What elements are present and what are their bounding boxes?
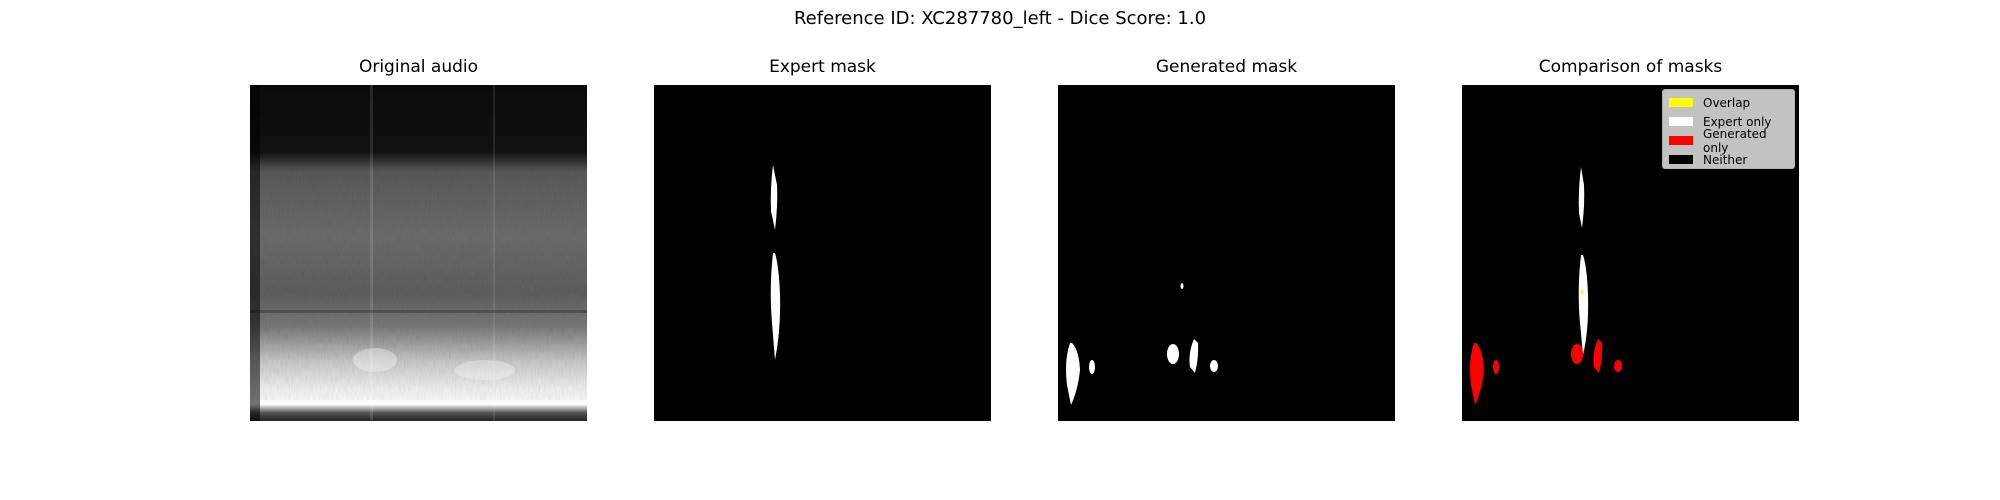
legend-swatch xyxy=(1669,136,1693,145)
legend-item-expert-only: Expert only xyxy=(1669,112,1788,131)
panel-generated-mask: Generated mask xyxy=(1058,57,1395,421)
legend-item-generated-only: Generated only xyxy=(1669,127,1788,155)
legend-item-overlap: Overlap xyxy=(1669,93,1788,112)
panel-expert-mask: Expert mask xyxy=(654,57,991,421)
generated-region-small-left xyxy=(1089,360,1095,374)
overlap-region xyxy=(1581,290,1583,294)
panel-comparison: Comparison of masks Overlap Expert only xyxy=(1462,57,1799,421)
legend-label: Neither xyxy=(1703,152,1748,167)
legend-label: Overlap xyxy=(1703,95,1751,110)
generated-only-region-tall xyxy=(1593,339,1603,373)
legend: Overlap Expert only Generated only Neith… xyxy=(1662,89,1795,169)
generated-region-left xyxy=(1066,343,1080,405)
generated-mask-image xyxy=(1058,85,1395,421)
figure-title: Reference ID: XC287780_left - Dice Score… xyxy=(793,8,1207,29)
panel-title-comparison: Comparison of masks xyxy=(1538,57,1723,77)
panel-title-original-audio: Original audio xyxy=(358,57,479,77)
generated-only-region-left xyxy=(1470,343,1484,405)
generated-region-middle xyxy=(1167,344,1179,364)
spectrogram-image xyxy=(250,85,587,421)
expert-region-upper xyxy=(770,165,778,230)
spectrogram-graphic xyxy=(250,85,587,421)
panel-title-expert-mask: Expert mask xyxy=(769,57,876,77)
legend-label: Expert only xyxy=(1703,114,1772,129)
expert-region-lower xyxy=(770,253,781,360)
legend-swatch xyxy=(1669,155,1693,164)
expert-only-region-lower xyxy=(1578,255,1589,355)
legend-swatch xyxy=(1669,117,1693,126)
legend-item-neither: Neither xyxy=(1669,150,1788,169)
expert-mask-graphic xyxy=(770,165,781,360)
generated-only-region-middle xyxy=(1571,344,1583,364)
generated-only-region-small xyxy=(1493,360,1499,374)
generated-only-region-right xyxy=(1614,360,1622,372)
generated-region-right xyxy=(1210,360,1218,372)
generated-region-speck xyxy=(1180,283,1184,289)
comparison-graphic xyxy=(1470,167,1622,405)
legend-swatch xyxy=(1669,98,1693,107)
panel-original-audio: Original audio xyxy=(250,57,587,421)
legend-label: Generated only xyxy=(1703,126,1767,155)
generated-region-tall xyxy=(1189,339,1199,373)
expert-mask-image xyxy=(654,85,991,421)
generated-mask-graphic xyxy=(1066,283,1218,405)
comparison-image: Overlap Expert only Generated only Neith… xyxy=(1462,85,1799,421)
expert-only-region-upper xyxy=(1578,167,1585,228)
panel-title-generated-mask: Generated mask xyxy=(1155,57,1298,77)
